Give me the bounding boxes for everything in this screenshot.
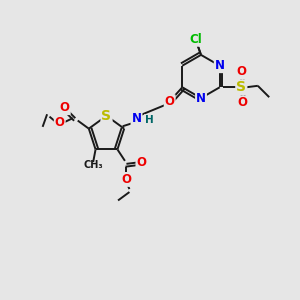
Text: O: O: [122, 173, 131, 186]
Text: O: O: [136, 156, 146, 169]
Text: O: O: [165, 95, 175, 108]
Text: S: S: [236, 80, 246, 94]
Text: N: N: [215, 59, 225, 72]
Text: N: N: [196, 92, 206, 105]
Text: O: O: [60, 101, 70, 114]
Text: CH₃: CH₃: [83, 160, 103, 170]
Text: N: N: [131, 112, 142, 125]
Text: H: H: [145, 115, 154, 125]
Text: O: O: [236, 65, 246, 78]
Text: Cl: Cl: [189, 33, 202, 46]
Text: S: S: [101, 109, 112, 123]
Text: O: O: [238, 96, 248, 110]
Text: O: O: [55, 116, 65, 129]
